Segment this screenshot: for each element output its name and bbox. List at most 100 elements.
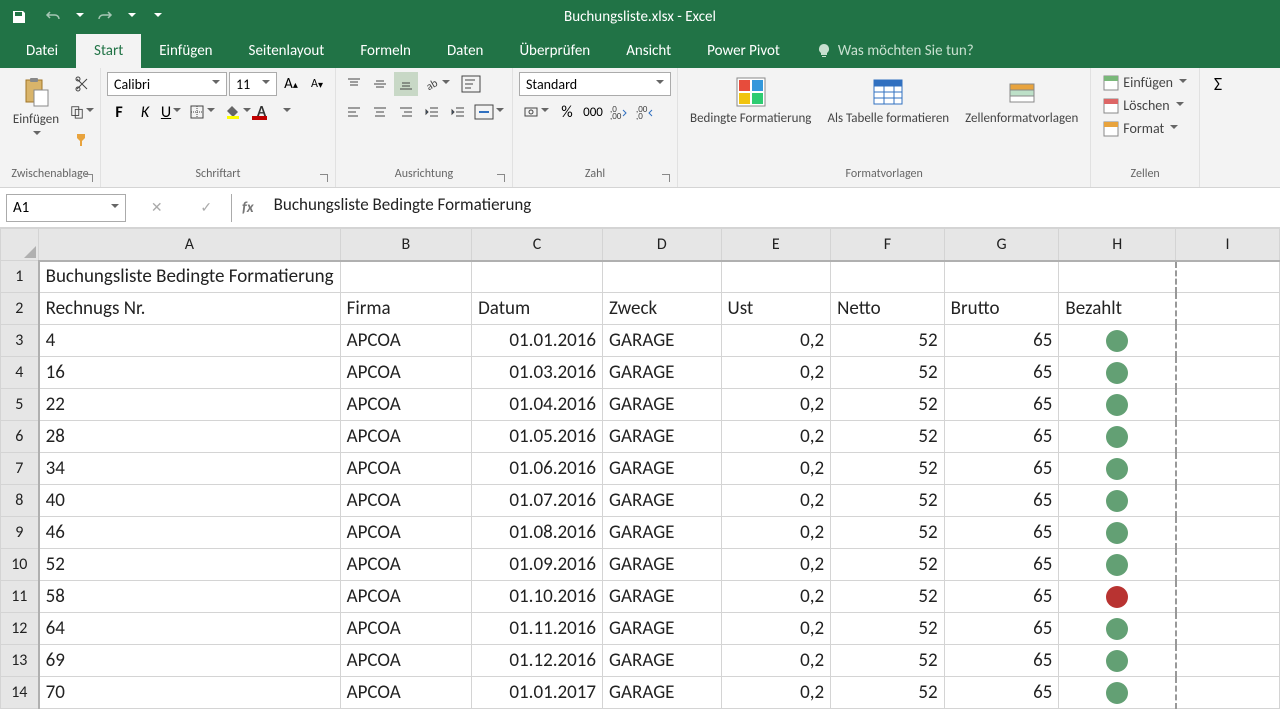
bold-button[interactable]: F xyxy=(107,100,131,124)
cell[interactable]: APCOA xyxy=(340,517,471,549)
cell[interactable] xyxy=(1059,549,1176,581)
delete-cells-button[interactable]: Löschen xyxy=(1097,95,1189,116)
cell[interactable]: 65 xyxy=(944,389,1059,421)
column-header-G[interactable]: G xyxy=(944,229,1059,261)
cell[interactable]: 0,2 xyxy=(721,517,831,549)
align-center-button[interactable] xyxy=(368,100,392,124)
cell[interactable]: GARAGE xyxy=(603,485,721,517)
wrap-text-button[interactable] xyxy=(456,72,486,96)
format-painter-button[interactable] xyxy=(70,128,94,152)
cell[interactable]: 01.08.2016 xyxy=(472,517,603,549)
row-header[interactable]: 9 xyxy=(1,517,39,549)
cell[interactable]: 34 xyxy=(39,453,341,485)
cell[interactable]: APCOA xyxy=(340,453,471,485)
clipboard-dialog-launcher[interactable] xyxy=(83,170,97,184)
column-header-A[interactable]: A xyxy=(39,229,341,261)
cell[interactable]: GARAGE xyxy=(603,677,721,709)
cell[interactable] xyxy=(1176,325,1280,357)
cell[interactable]: 65 xyxy=(944,581,1059,613)
cell[interactable]: 01.09.2016 xyxy=(472,549,603,581)
column-header-D[interactable]: D xyxy=(603,229,721,261)
cell[interactable]: 01.01.2016 xyxy=(472,325,603,357)
cell[interactable]: 28 xyxy=(39,421,341,453)
increase-decimal-button[interactable]: ,0,00 xyxy=(607,100,631,124)
row-header[interactable]: 8 xyxy=(1,485,39,517)
number-dialog-launcher[interactable] xyxy=(660,170,674,184)
align-bottom-button[interactable] xyxy=(394,72,418,96)
cell[interactable] xyxy=(1059,517,1176,549)
cell[interactable]: 46 xyxy=(39,517,341,549)
number-format-combo[interactable]: Standard xyxy=(519,72,671,96)
cell[interactable]: Buchungsliste Bedingte Formatierung xyxy=(39,261,341,293)
tab-datei[interactable]: Datei xyxy=(8,34,76,68)
cell[interactable]: GARAGE xyxy=(603,613,721,645)
cell[interactable]: 65 xyxy=(944,517,1059,549)
cell[interactable] xyxy=(1059,325,1176,357)
cell[interactable] xyxy=(1059,261,1176,293)
merge-button[interactable] xyxy=(472,100,506,124)
cell[interactable]: 0,2 xyxy=(721,421,831,453)
cell[interactable] xyxy=(831,261,945,293)
cell[interactable] xyxy=(1059,677,1176,709)
insert-cells-button[interactable]: Einfügen xyxy=(1097,72,1193,93)
tab-start[interactable]: Start xyxy=(76,34,141,68)
cell[interactable]: GARAGE xyxy=(603,325,721,357)
align-dialog-launcher[interactable] xyxy=(495,170,509,184)
cell[interactable] xyxy=(1176,613,1280,645)
select-all-corner[interactable] xyxy=(1,229,39,261)
cell[interactable]: 65 xyxy=(944,485,1059,517)
cell[interactable]: 16 xyxy=(39,357,341,389)
align-top-button[interactable] xyxy=(342,72,366,96)
conditional-formatting-button[interactable]: Bedingte Formatierung xyxy=(684,72,817,130)
decrease-decimal-button[interactable]: ,00,0 xyxy=(633,100,657,124)
increase-font-button[interactable]: A▴ xyxy=(279,72,303,96)
cell[interactable]: 52 xyxy=(831,549,945,581)
cell[interactable] xyxy=(1059,389,1176,421)
cell[interactable]: 65 xyxy=(944,645,1059,677)
decrease-indent-button[interactable] xyxy=(420,100,444,124)
cell[interactable]: 52 xyxy=(831,613,945,645)
cell[interactable]: GARAGE xyxy=(603,517,721,549)
cell[interactable]: 58 xyxy=(39,581,341,613)
cell[interactable]: Ust xyxy=(721,293,831,325)
decrease-font-button[interactable]: A▾ xyxy=(305,72,329,96)
column-header-I[interactable]: I xyxy=(1176,229,1280,261)
cell[interactable]: 01.06.2016 xyxy=(472,453,603,485)
cell[interactable]: 01.01.2017 xyxy=(472,677,603,709)
cell[interactable]: 0,2 xyxy=(721,485,831,517)
increase-indent-button[interactable] xyxy=(446,100,470,124)
cell[interactable]: 0,2 xyxy=(721,645,831,677)
font-size-combo[interactable]: 11 xyxy=(229,72,277,96)
tab-powerpivot[interactable]: Power Pivot xyxy=(689,34,798,68)
qat-customize[interactable] xyxy=(144,4,170,30)
cell[interactable]: 0,2 xyxy=(721,389,831,421)
cell[interactable] xyxy=(1059,453,1176,485)
redo-button[interactable] xyxy=(92,4,118,30)
cell[interactable] xyxy=(1176,261,1280,293)
cell[interactable]: 52 xyxy=(831,421,945,453)
cell[interactable]: 01.03.2016 xyxy=(472,357,603,389)
cell[interactable]: 0,2 xyxy=(721,549,831,581)
row-header[interactable]: 10 xyxy=(1,549,39,581)
font-name-combo[interactable]: Calibri xyxy=(107,72,227,96)
cell[interactable]: 40 xyxy=(39,485,341,517)
cell[interactable]: 01.10.2016 xyxy=(472,581,603,613)
cell[interactable] xyxy=(1059,645,1176,677)
cell[interactable]: 65 xyxy=(944,357,1059,389)
cell[interactable]: Firma xyxy=(340,293,471,325)
cell[interactable]: 65 xyxy=(944,549,1059,581)
cell[interactable] xyxy=(1059,421,1176,453)
cancel-formula-button[interactable]: ✕ xyxy=(151,199,163,216)
tab-ueberpruefen[interactable]: Überprüfen xyxy=(501,34,608,68)
cell[interactable] xyxy=(1176,677,1280,709)
cell[interactable]: 52 xyxy=(831,517,945,549)
undo-button[interactable] xyxy=(40,4,66,30)
cell[interactable]: GARAGE xyxy=(603,421,721,453)
cell[interactable]: Datum xyxy=(472,293,603,325)
autosum-button[interactable]: Σ xyxy=(1206,72,1230,96)
cell[interactable] xyxy=(1059,613,1176,645)
font-dialog-launcher[interactable] xyxy=(318,170,332,184)
cell[interactable]: GARAGE xyxy=(603,581,721,613)
cell[interactable]: 0,2 xyxy=(721,453,831,485)
comma-format-button[interactable]: 000 xyxy=(581,100,605,124)
